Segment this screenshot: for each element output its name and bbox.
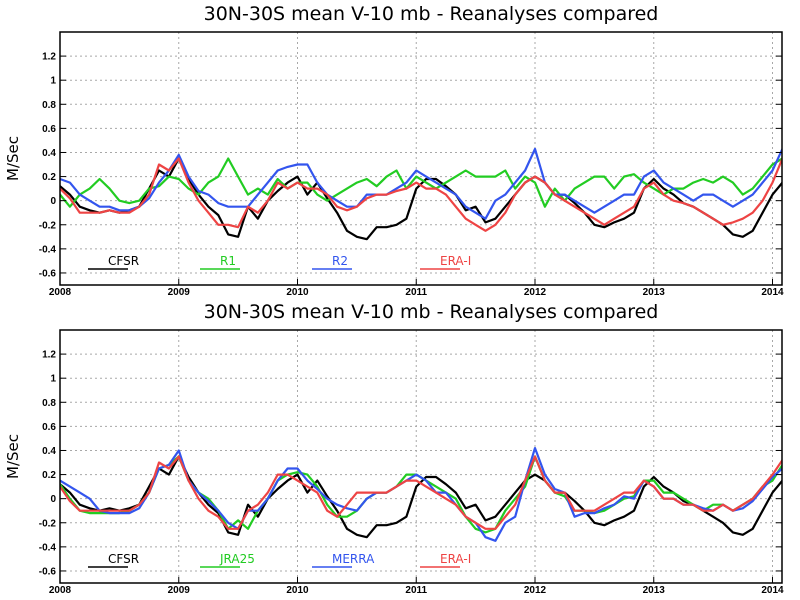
y-tick-label: -0.4 [39,244,57,255]
y-axis-label: M/Sec [4,434,22,479]
legend: CFSR R1 R2 ERA-I [88,254,471,270]
x-tick-label: 2013 [643,287,666,298]
x-tick-label: 2008 [49,287,72,298]
x-tick-label: 2011 [405,585,427,596]
y-tick-label: 1 [50,76,56,87]
y-tick-label: -0.6 [39,268,57,279]
series-line-r1 [60,157,782,208]
y-tick-label: 0.4 [42,446,56,457]
series-line-r2 [60,147,782,220]
y-tick-label: 0 [50,494,56,505]
x-tick-label: 2009 [168,585,191,596]
legend-label-era-i: ERA-I [440,254,471,268]
plot-frame [59,31,783,286]
y-tick-label: 0.8 [42,100,56,111]
y-tick-label: -0.2 [39,518,57,529]
y-tick-label: 1.2 [42,350,56,361]
y-tick-label: 1.2 [42,52,56,63]
y-tick-label: 0 [50,196,56,207]
series-line-cfsr [60,455,782,539]
legend: CFSR JRA25 MERRA ERA-I [88,552,471,568]
legend-label-jra25: JRA25 [219,552,255,566]
y-tick-label: 0.4 [42,148,56,159]
gridlines [60,32,782,285]
x-tick-label: 2014 [761,287,784,298]
series-group [60,147,782,241]
legend-label-r1: R1 [220,254,236,268]
legend-label-r2: R2 [332,254,348,268]
series-group [60,447,782,542]
y-tick-label: 1 [50,374,56,385]
legend-label-merra: MERRA [332,552,375,566]
x-tick-label: 2013 [643,585,666,596]
series-line-jra25 [60,455,782,534]
y-tick-label: 0.6 [42,422,56,433]
plot-frame [59,329,783,584]
y-tick-label: 0.8 [42,398,56,409]
chart-panel-top: 30N-30S mean V-10 mb - Reanalyses compar… [4,3,784,298]
y-tick-label: 0.2 [42,172,56,183]
series-line-era-i [60,455,782,530]
y-axis-label: M/Sec [4,136,22,181]
y-tick-label: 0.6 [42,124,56,135]
series-line-era-i [60,157,782,232]
series-line-merra [60,447,782,542]
x-tick-label: 2011 [405,287,427,298]
chart-panel-bottom: 30N-30S mean V-10 mb - Reanalyses compar… [4,301,784,596]
y-tick-label: -0.6 [39,566,57,577]
x-tick-label: 2014 [761,585,784,596]
y-tick-label: 0.2 [42,470,56,481]
legend-label-era-i: ERA-I [440,552,471,566]
legend-label-cfsr: CFSR [108,552,139,566]
x-tick-label: 2009 [168,287,191,298]
chart-title: 30N-30S mean V-10 mb - Reanalyses compar… [204,301,659,323]
gridlines [60,330,782,583]
y-tick-label: -0.2 [39,220,57,231]
legend-label-cfsr: CFSR [108,254,139,268]
chart-title: 30N-30S mean V-10 mb - Reanalyses compar… [204,3,659,25]
x-tick-label: 2010 [286,287,309,298]
x-tick-label: 2010 [286,585,309,596]
y-tick-label: -0.4 [39,542,57,553]
x-tick-label: 2012 [524,585,547,596]
x-tick-label: 2012 [524,287,547,298]
x-tick-label: 2008 [49,585,72,596]
